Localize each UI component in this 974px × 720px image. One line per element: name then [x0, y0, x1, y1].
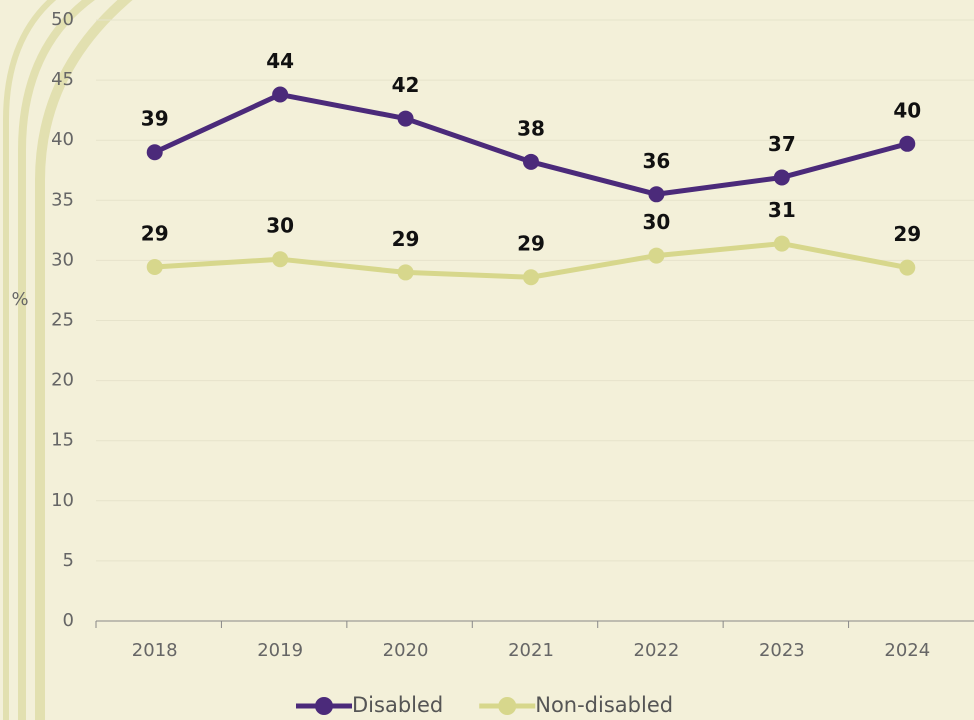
- y-tick-label: 20: [51, 370, 74, 391]
- value-label: 39: [141, 107, 169, 131]
- y-axis-label: %: [11, 289, 28, 310]
- value-label: 29: [392, 227, 420, 251]
- value-label: 40: [893, 98, 921, 122]
- point: [397, 264, 414, 281]
- x-tick-label: 2018: [132, 640, 178, 661]
- legend-label: Disabled: [352, 693, 443, 717]
- y-tick-label: 5: [63, 550, 74, 571]
- point: [773, 169, 790, 186]
- y-tick-label: 50: [51, 9, 74, 30]
- point: [523, 269, 539, 286]
- point: [146, 259, 163, 276]
- x-tick-label: 2022: [634, 640, 680, 661]
- point: [899, 259, 916, 276]
- point: [648, 186, 665, 203]
- legend-label: Non-disabled: [535, 693, 673, 717]
- y-tick-label: 25: [51, 310, 74, 331]
- point: [272, 86, 289, 103]
- value-label: 38: [517, 116, 545, 140]
- y-tick-label: 45: [51, 69, 74, 90]
- x-tick-label: 2021: [508, 640, 554, 661]
- decoration: [2, 0, 133, 720]
- y-tick-label: 15: [51, 430, 74, 451]
- value-label: 29: [893, 222, 921, 246]
- x-tick-label: 2023: [759, 640, 805, 661]
- value-label: 36: [643, 149, 671, 173]
- value-label: 44: [266, 49, 294, 73]
- value-label: 30: [266, 214, 294, 238]
- point: [272, 251, 289, 268]
- point: [146, 144, 163, 161]
- value-label: 30: [643, 210, 671, 234]
- x-tick-label: 2020: [383, 640, 429, 661]
- value-label: 31: [768, 198, 796, 222]
- y-tick-label: 10: [51, 490, 74, 511]
- y-tick-label: 30: [51, 249, 74, 270]
- value-label: 42: [392, 73, 420, 97]
- y-tick-label: 40: [51, 129, 74, 150]
- x-tick-label: 2019: [257, 640, 303, 661]
- point: [773, 235, 790, 252]
- x-tick-label: 2024: [884, 640, 930, 661]
- point: [648, 247, 665, 264]
- value-label: 37: [768, 132, 796, 156]
- value-label: 29: [141, 222, 169, 246]
- legend-marker: [315, 697, 333, 715]
- point: [397, 110, 414, 127]
- legend-marker: [498, 697, 517, 715]
- point: [899, 135, 916, 152]
- y-tick-label: 35: [51, 189, 74, 210]
- point: [523, 153, 539, 170]
- value-label: 29: [517, 232, 545, 256]
- y-tick-label: 0: [63, 610, 74, 631]
